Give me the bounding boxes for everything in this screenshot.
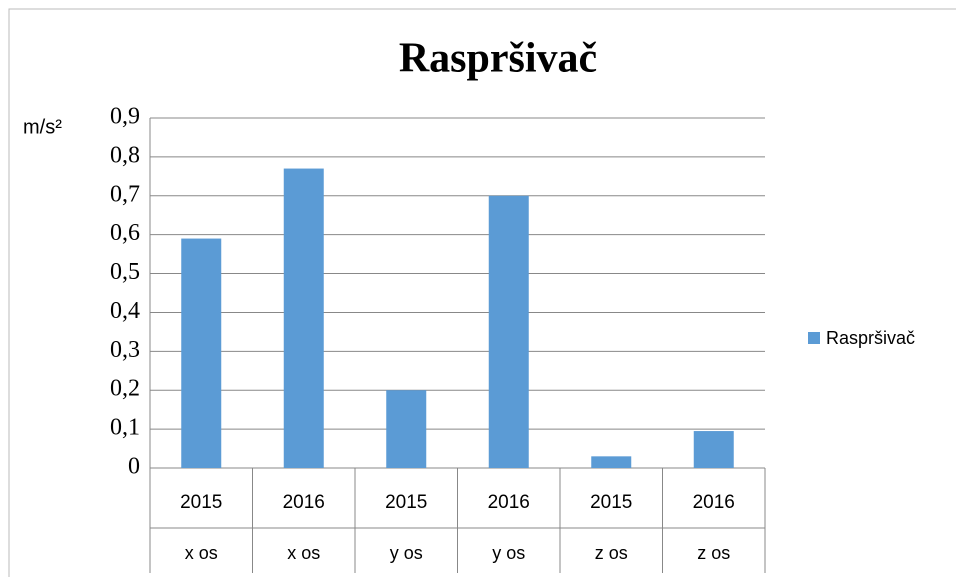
bar bbox=[591, 456, 632, 468]
x-tick-label: 2016 bbox=[693, 492, 735, 513]
chart-border bbox=[8, 8, 956, 577]
x-group-label: x os bbox=[185, 543, 218, 563]
y-tick-label: 0,3 bbox=[110, 337, 140, 363]
y-tick-label: 0,7 bbox=[110, 181, 140, 207]
x-group-label: y os bbox=[390, 543, 423, 563]
y-tick-label: 0,9 bbox=[110, 104, 140, 130]
legend-label: Raspršivač bbox=[826, 328, 915, 348]
bar bbox=[488, 195, 529, 468]
x-tick-label: 2015 bbox=[385, 492, 427, 513]
x-group-label: y os bbox=[492, 543, 525, 563]
x-group-label: z os bbox=[595, 543, 628, 563]
bar bbox=[181, 238, 222, 468]
y-axis-label: m/s² bbox=[23, 116, 62, 138]
y-tick-label: 0 bbox=[128, 454, 140, 480]
x-group-label: x os bbox=[287, 543, 320, 563]
bar bbox=[283, 168, 324, 469]
x-tick-label: 2016 bbox=[488, 492, 530, 513]
y-tick-label: 0,8 bbox=[110, 142, 140, 168]
legend-swatch bbox=[808, 332, 820, 344]
y-tick-label: 0,4 bbox=[110, 298, 140, 324]
x-group-label: z os bbox=[697, 543, 730, 563]
y-tick-label: 0,6 bbox=[110, 220, 140, 246]
y-tick-label: 0,1 bbox=[110, 415, 140, 441]
y-tick-label: 0,5 bbox=[110, 259, 140, 285]
x-tick-label: 2015 bbox=[180, 492, 222, 513]
x-tick-label: 2016 bbox=[283, 492, 325, 513]
bar bbox=[386, 390, 427, 468]
bar bbox=[693, 431, 734, 468]
chart-title: Raspršivač bbox=[399, 36, 597, 82]
x-tick-label: 2015 bbox=[590, 492, 632, 513]
y-tick-label: 0,2 bbox=[110, 376, 140, 402]
